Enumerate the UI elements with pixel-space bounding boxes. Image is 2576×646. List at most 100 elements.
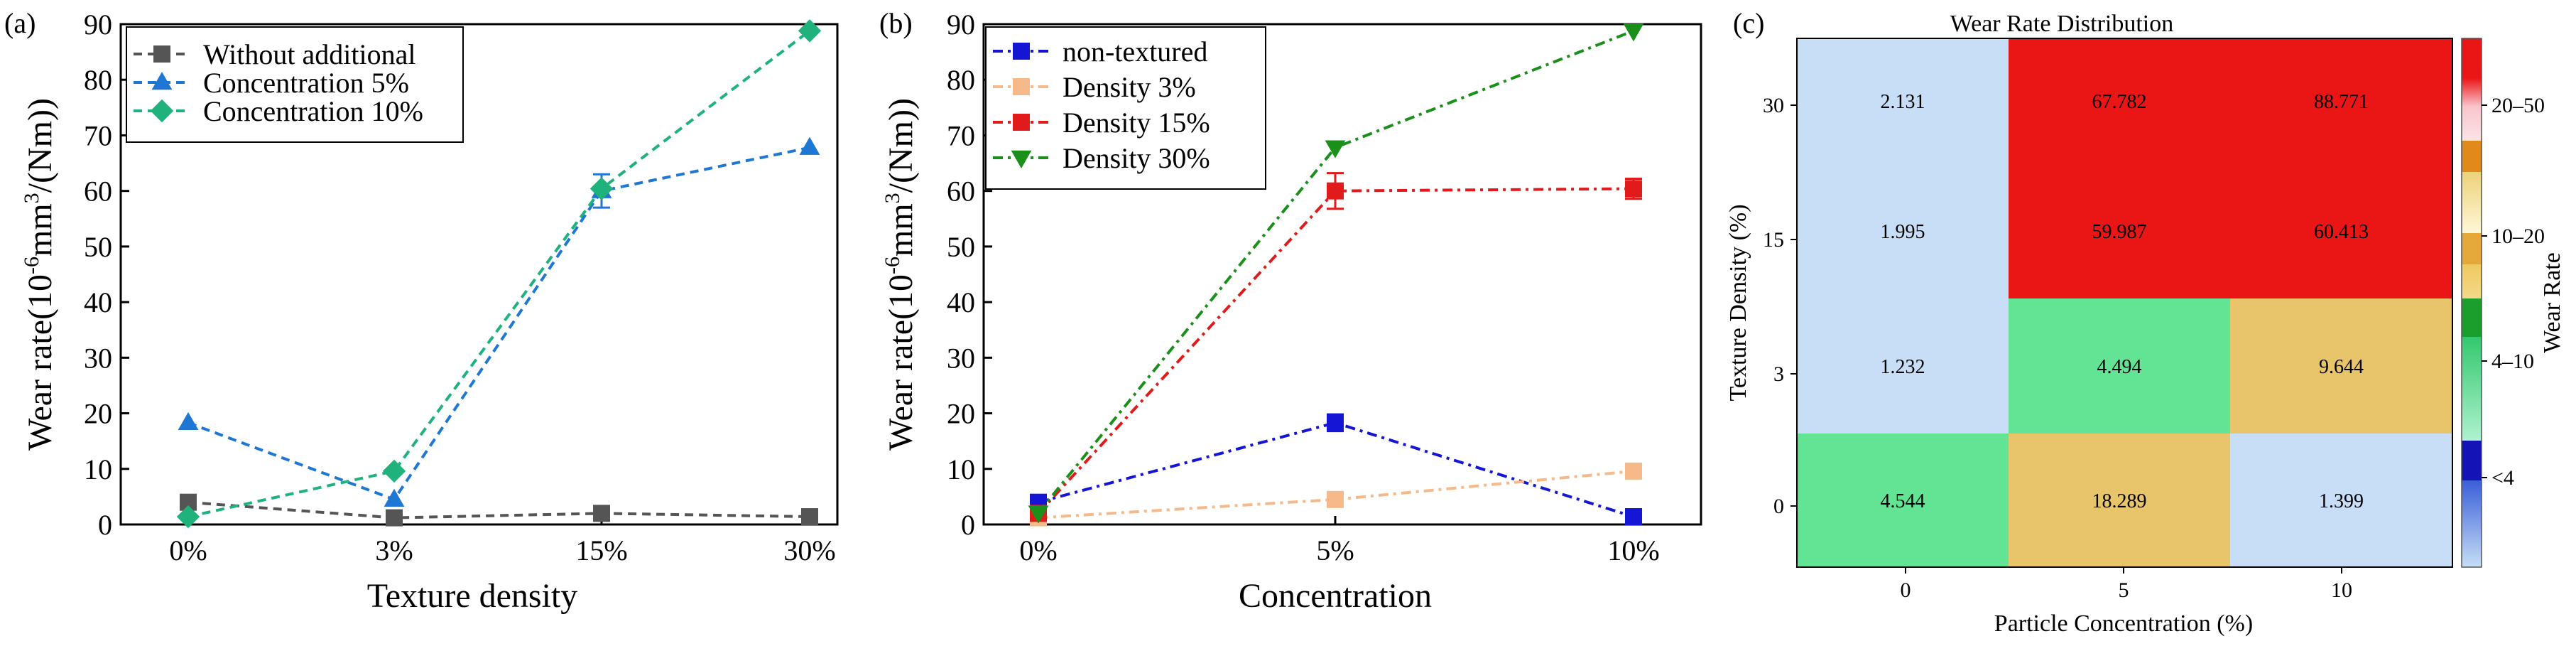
panel-b-series — [1028, 23, 1644, 527]
panel-c-colorbar: 20–50 10–20 4–10 <4 Wear Rate — [2461, 38, 2565, 568]
a-x-tick-label: 15% — [575, 534, 627, 566]
panel-c-y-axis-title: Texture Density (%) — [1725, 204, 1751, 401]
panel-b-plot-frame — [982, 23, 1702, 526]
a-y-tick-label: 60 — [84, 176, 112, 208]
heatmap-cell-value: 59.987 — [2092, 221, 2147, 243]
panel-a-series — [176, 19, 822, 529]
b-y-tick-label: 10 — [947, 453, 975, 485]
b-legend-marker — [1011, 150, 1032, 168]
b-data-point — [1028, 505, 1049, 524]
b-legend-label: non-textured — [1063, 36, 1207, 68]
colorbar-tick-label: 10–20 — [2491, 225, 2545, 248]
a-legend-marker — [151, 72, 173, 90]
c-x-tick-label: 5 — [2119, 578, 2129, 602]
a-series-line — [188, 500, 810, 520]
a-y-tick-label: 20 — [84, 398, 112, 430]
heatmap-cell — [2230, 38, 2452, 163]
colorbar-segment — [2462, 38, 2482, 78]
a-data-point — [386, 509, 403, 527]
heatmap-cell — [2230, 434, 2452, 567]
a-data-point — [589, 177, 614, 200]
b-series-line — [1038, 421, 1634, 518]
b-y-tick-label: 90 — [947, 9, 975, 41]
panel-a-legend-box — [126, 26, 464, 143]
b-data-point — [1625, 180, 1642, 198]
panel-a-x-ticks: 0% 3% 15% 30% — [169, 516, 836, 566]
a-x-tick-label: 3% — [375, 534, 413, 566]
heatmap-cell — [1797, 163, 2009, 298]
panel-b-x-ticks: 0% 5% 10% — [1019, 516, 1660, 566]
a-data-point — [593, 505, 610, 522]
heatmap-cell-value: 9.644 — [2319, 356, 2364, 378]
panel-b-y-axis-title: Wear rate(10-6mm3/(Nm)) — [881, 98, 920, 451]
panel-c-label: (c) — [1733, 7, 1764, 39]
panel-a-y-axis-title: Wear rate(10-6mm3/(Nm)) — [20, 98, 59, 451]
b-y-tick-label: 50 — [947, 231, 975, 263]
b-x-tick-label: 10% — [1607, 534, 1659, 566]
colorbar-segment — [2462, 107, 2482, 141]
heatmap-cell-value: 88.771 — [2314, 91, 2369, 113]
a-y-tick-label: 70 — [84, 119, 112, 151]
a-data-point — [382, 459, 406, 483]
panel-a: (a) 0 10 20 30 40 50 60 70 80 90 0% 3% 15% 30% Textu… — [4, 7, 839, 615]
b-legend-marker — [1013, 43, 1030, 60]
a-y-tick-label: 50 — [84, 231, 112, 263]
colorbar-segment — [2462, 264, 2482, 298]
a-data-point — [176, 505, 200, 529]
heatmap-cell-value: 4.544 — [1881, 490, 1925, 512]
colorbar-segment — [2462, 441, 2482, 480]
a-data-point — [178, 411, 199, 431]
panel-c-title: Wear Rate Distribution — [1950, 11, 2174, 37]
b-x-tick-label: 5% — [1316, 534, 1354, 566]
c-y-tick-label: 30 — [1763, 94, 1784, 117]
b-legend-label: Density 30% — [1063, 142, 1210, 174]
c-y-tick-label: 15 — [1763, 228, 1784, 252]
heatmap-cell — [2009, 298, 2230, 434]
colorbar-tick-label: 20–50 — [2491, 94, 2545, 117]
b-legend-label: Density 3% — [1063, 71, 1196, 103]
panel-b-x-axis-title: Concentration — [1239, 577, 1432, 615]
heatmap-cell-value: 67.782 — [2092, 91, 2147, 113]
b-y-tick-label: 70 — [947, 119, 975, 151]
colorbar-frame — [2461, 38, 2482, 568]
panel-b: (b) 0 10 20 30 40 50 60 70 80 90 0% 5% 10% Concentr… — [879, 7, 1702, 615]
a-y-tick-label: 90 — [84, 9, 112, 41]
c-y-tick-label: 3 — [1773, 362, 1784, 386]
heatmap-cell-value: 18.289 — [2092, 490, 2147, 512]
colorbar-label: Wear Rate — [2539, 252, 2565, 353]
b-data-point — [1325, 140, 1346, 158]
panel-c-heatmap-cells: 2.131 67.782 88.771 1.995 59.987 60.413 1.232 4… — [1797, 38, 2452, 567]
heatmap-cell-value: 60.413 — [2314, 221, 2369, 243]
b-legend-label: Density 15% — [1063, 107, 1210, 139]
b-x-tick-label: 0% — [1019, 534, 1057, 566]
panel-c-plot-frame — [1796, 38, 2453, 568]
c-y-tick-label: 0 — [1773, 495, 1784, 518]
colorbar-segment — [2462, 480, 2482, 567]
colorbar-segment — [2462, 141, 2482, 172]
b-data-point — [1327, 182, 1344, 200]
a-y-tick-label: 40 — [84, 286, 112, 318]
b-legend-marker — [1013, 114, 1030, 131]
panel-a-plot-frame — [119, 23, 839, 526]
heatmap-cell — [2230, 163, 2452, 298]
a-y-tick-label: 10 — [84, 453, 112, 485]
a-y-tick-label: 0 — [98, 509, 112, 541]
heatmap-cell — [2009, 163, 2230, 298]
b-data-point — [1625, 508, 1642, 526]
heatmap-cell — [1797, 38, 2009, 163]
heatmap-cell-value: 1.399 — [2319, 490, 2364, 512]
a-x-tick-label: 0% — [169, 534, 207, 566]
b-y-tick-label: 20 — [947, 398, 975, 430]
panel-a-x-axis-title: Texture density — [367, 577, 578, 615]
b-data-point — [1625, 462, 1642, 480]
a-legend-marker — [153, 45, 170, 63]
a-y-tick-label: 30 — [84, 342, 112, 374]
panel-c-x-axis-title: Particle Concentration (%) — [1994, 610, 2253, 637]
b-data-point — [1623, 23, 1644, 42]
panel-a-label: (a) — [4, 7, 36, 39]
panel-b-label: (b) — [879, 7, 913, 39]
colorbar-segment — [2462, 172, 2482, 233]
panel-a-y-ticks: 0 10 20 30 40 50 60 70 80 90 — [84, 9, 129, 541]
